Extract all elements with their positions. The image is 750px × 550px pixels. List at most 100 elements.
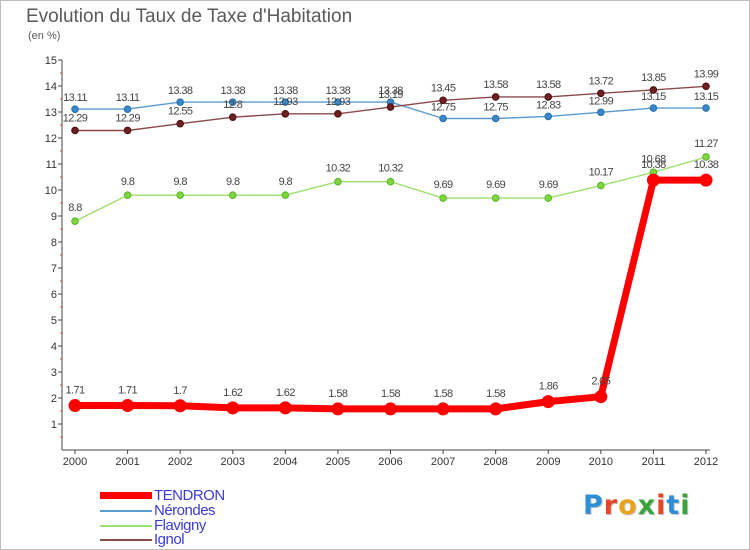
y-tick-label: 12 xyxy=(45,133,57,145)
data-point xyxy=(699,173,713,187)
data-point xyxy=(281,110,290,118)
data-point xyxy=(123,126,132,135)
data-label: 9.8 xyxy=(279,176,293,188)
y-tick-label: 11 xyxy=(46,159,57,171)
logo-letter: o xyxy=(618,490,638,521)
x-tick-label: 2010 xyxy=(589,456,613,468)
data-label: 13.38 xyxy=(378,85,403,97)
data-point xyxy=(541,395,555,409)
chart-title: Evolution du Taux de Taxe d'Habitation xyxy=(26,6,353,27)
legend-swatch xyxy=(100,525,152,527)
data-label: 12.55 xyxy=(168,106,193,118)
data-label: 10.38 xyxy=(641,159,666,171)
data-label: 2.05 xyxy=(591,376,610,388)
data-point xyxy=(71,126,79,135)
data-point xyxy=(68,399,82,413)
data-label: 1.58 xyxy=(328,388,347,400)
data-point xyxy=(491,194,500,202)
y-tick-label: 14 xyxy=(45,81,57,93)
y-tick-label: 6 xyxy=(51,289,57,301)
data-point xyxy=(281,191,290,199)
data-point xyxy=(71,217,79,225)
data-point xyxy=(384,402,397,416)
data-label: 13.11 xyxy=(116,92,140,104)
data-label: 13.15 xyxy=(694,91,719,103)
data-label: 1.71 xyxy=(65,385,84,397)
data-point xyxy=(334,110,342,118)
data-point xyxy=(439,96,447,105)
data-point xyxy=(439,194,447,202)
data-point xyxy=(281,98,290,106)
data-point xyxy=(278,401,292,415)
data-label: 13.58 xyxy=(536,79,561,91)
data-point xyxy=(176,98,184,106)
x-tick-label: 2004 xyxy=(273,456,297,468)
data-label: 10.32 xyxy=(378,163,403,175)
data-point xyxy=(226,401,240,415)
legend-label: TENDRON xyxy=(154,487,225,504)
data-point xyxy=(386,177,395,186)
data-label: 13.38 xyxy=(273,85,298,97)
x-tick-label: 2003 xyxy=(221,456,245,468)
series-points xyxy=(68,82,713,416)
data-point xyxy=(489,402,503,416)
x-tick-label: 2000 xyxy=(63,456,87,468)
legend-swatch xyxy=(100,539,152,541)
y-tick-label: 1 xyxy=(51,419,57,431)
data-point xyxy=(702,104,710,112)
data-label: 12.75 xyxy=(483,102,508,114)
legend-swatch xyxy=(100,510,152,512)
data-point xyxy=(649,104,658,112)
data-label: 10.68 xyxy=(641,153,666,165)
data-label: 13.72 xyxy=(589,75,614,87)
x-tick-label: 2006 xyxy=(378,456,402,468)
data-label: 9.69 xyxy=(539,179,558,191)
y-tick-label: 10 xyxy=(45,185,57,197)
data-point xyxy=(544,93,553,101)
data-label: 13.15 xyxy=(641,91,666,103)
legend-label: Nérondes xyxy=(154,502,216,519)
data-point xyxy=(702,82,710,91)
data-label: 1.62 xyxy=(276,387,295,399)
data-point xyxy=(228,113,237,121)
x-tick-label: 2009 xyxy=(536,456,560,468)
series-line-tendron xyxy=(75,176,706,413)
y-tick-label: 5 xyxy=(51,315,57,327)
x-tick-label: 2002 xyxy=(168,456,192,468)
proxiti-logo: Proxiti xyxy=(583,490,691,521)
data-point xyxy=(597,89,605,98)
x-tick-label: 2005 xyxy=(326,456,350,468)
x-tick-label: 2001 xyxy=(115,456,139,468)
data-point xyxy=(436,402,450,416)
data-point xyxy=(649,86,658,94)
data-label: 10.32 xyxy=(326,163,351,175)
y-tick-label: 3 xyxy=(51,367,57,379)
data-label: 1.62 xyxy=(223,387,242,399)
logo-letter: r xyxy=(603,490,619,521)
x-tick-label: 2012 xyxy=(694,456,718,468)
data-point xyxy=(331,402,345,416)
data-label: 1.58 xyxy=(434,388,453,400)
data-point xyxy=(123,191,132,199)
data-label: 12.29 xyxy=(63,112,88,124)
data-point xyxy=(386,103,395,111)
data-point xyxy=(123,105,132,113)
logo-letter: t xyxy=(666,490,681,521)
data-point xyxy=(544,194,553,202)
legend-label: Ignol xyxy=(154,531,185,548)
data-label: 9.69 xyxy=(434,179,453,191)
data-point xyxy=(646,173,660,187)
y-tick-label: 13 xyxy=(45,107,57,119)
y-tick-label: 8 xyxy=(51,237,57,249)
logo-letter: i xyxy=(656,490,667,521)
data-label: 13.99 xyxy=(694,68,719,80)
series-lines xyxy=(74,85,707,413)
y-tick-label: 2 xyxy=(51,393,57,405)
x-tick-label: 2007 xyxy=(431,456,455,468)
logo-letter: x xyxy=(637,490,657,521)
data-label: 1.71 xyxy=(118,385,137,397)
logo-letter: P xyxy=(583,490,604,521)
data-label: 12.75 xyxy=(431,102,456,114)
